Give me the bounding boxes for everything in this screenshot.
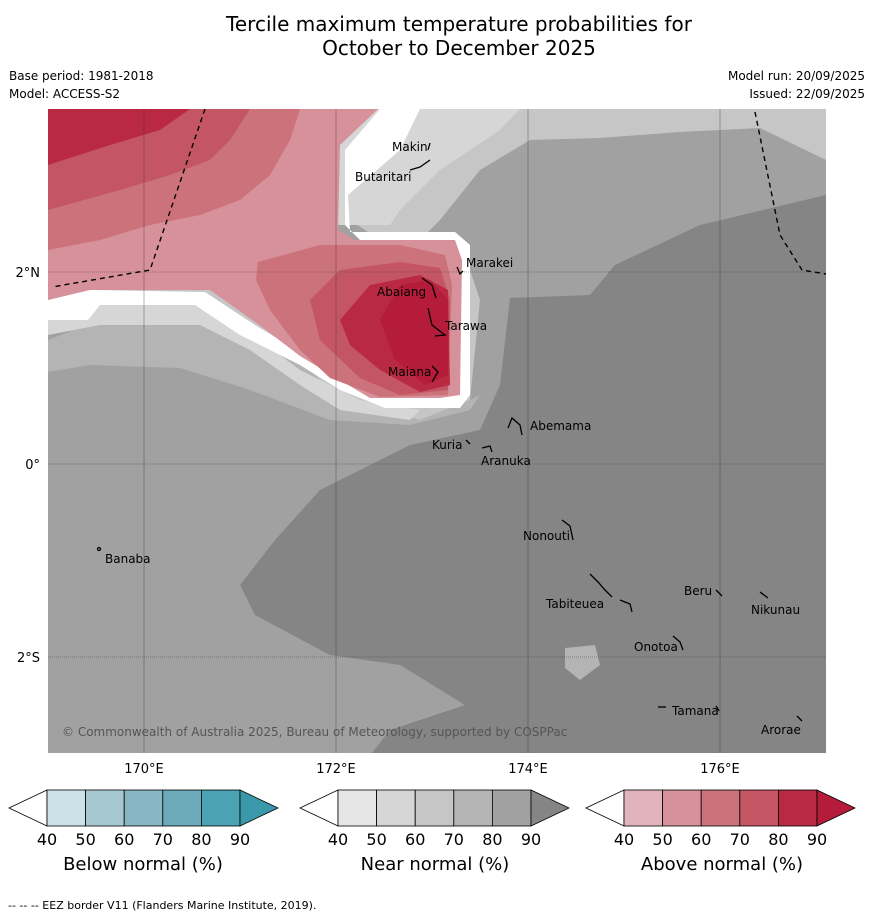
near-normal-90-region xyxy=(240,195,826,753)
place-label-tamana: Tamana xyxy=(671,704,719,718)
colorbar-tick: 90 xyxy=(230,830,250,849)
colorbar-swatch xyxy=(491,789,532,827)
colorbar-1: 40 50 60 70 80 90 xyxy=(299,789,570,849)
colorbar-swatch xyxy=(414,789,455,827)
colorbar-tick: 60 xyxy=(114,830,134,849)
colorbar-swatch xyxy=(376,789,416,827)
colorbar-tick: 70 xyxy=(444,830,464,849)
eez-footnote: -- -- -- EEZ border V11 (Flanders Marine… xyxy=(8,899,317,912)
colorbar-swatch xyxy=(85,789,125,827)
colorbar-swatch xyxy=(123,789,164,827)
place-label-tabiteuea: Tabiteuea xyxy=(545,597,604,611)
place-label-maiana: Maiana xyxy=(388,365,431,379)
place-label-nikunau: Nikunau xyxy=(751,603,800,617)
place-label-arorae: Arorae xyxy=(761,723,801,737)
model-name: Model: ACCESS-S2 xyxy=(9,87,121,101)
place-label-makin: Makin xyxy=(392,140,428,154)
colorbar-tick: 60 xyxy=(405,830,425,849)
below-normal-label: Below normal (%) xyxy=(63,854,223,875)
colorbar-tick: 40 xyxy=(328,830,348,849)
colorbar-swatch xyxy=(46,789,86,827)
above-normal-80-region xyxy=(48,109,190,165)
colorbar-tick: 50 xyxy=(652,830,672,849)
eez-border xyxy=(51,109,826,288)
colorbar-swatch xyxy=(337,789,377,827)
colorbar-swatch xyxy=(700,789,741,827)
place-label-onotoa: Onotoa xyxy=(634,640,678,654)
place-label-beru: Beru xyxy=(684,584,712,598)
run-info: Model run: 20/09/2025 Issued: 22/09/2025 xyxy=(728,67,865,103)
colorbar-tick: 70 xyxy=(153,830,173,849)
colorbar-tick: 40 xyxy=(614,830,634,849)
colorbar-lower-extension xyxy=(8,789,48,827)
islands xyxy=(96,142,803,722)
colorbar-swatch xyxy=(739,789,779,827)
issued-date: Issued: 22/09/2025 xyxy=(749,87,865,101)
near-normal-label: Near normal (%) xyxy=(360,854,510,875)
colorbar-tick: 40 xyxy=(37,830,57,849)
place-label-nonouti: Nonouti xyxy=(523,529,570,543)
model-run: Model run: 20/09/2025 xyxy=(727,69,865,83)
colorbar-tick: 90 xyxy=(807,830,827,849)
lat-tick-2s: 2°S xyxy=(17,651,40,666)
colorbars: 40 50 60 70 80 90 40 50 60 70 80 90 40 50 60 70 80 90 xyxy=(8,789,856,849)
map-title: Tercile maximum temperature probabilitie… xyxy=(0,12,873,60)
place-label-kuria: Kuria xyxy=(432,438,463,452)
colorbar-swatch xyxy=(623,789,663,827)
above-normal-label: Above normal (%) xyxy=(640,854,804,875)
colorbar-swatch xyxy=(778,789,818,827)
base-period: Base period: 1981-2018 xyxy=(9,69,154,83)
axis-labels: 170°E 172°E 174°E 176°E 2°N 0° 2°S xyxy=(16,266,740,777)
place-label-marakei: Marakei xyxy=(466,256,513,270)
place-label-tarawa: Tarawa xyxy=(444,319,487,333)
lon-tick-174e: 174°E xyxy=(508,762,548,777)
colorbar-swatch xyxy=(200,789,241,827)
colorbar-tick: 80 xyxy=(768,830,788,849)
lon-tick-170e: 170°E xyxy=(124,762,164,777)
place-labels: Makin Butaritari Marakei Abaiang Tarawa … xyxy=(105,140,801,737)
colorbar-2: 40 50 60 70 80 90 xyxy=(585,789,856,849)
lat-tick-0: 0° xyxy=(25,458,40,473)
colorbar-tick: 80 xyxy=(191,830,211,849)
place-label-abaiang: Abaiang xyxy=(377,285,426,299)
colorbar-swatch xyxy=(162,789,202,827)
place-label-banaba: Banaba xyxy=(105,552,151,566)
colorbar-tick: 60 xyxy=(691,830,711,849)
colorbar-lower-extension xyxy=(585,789,625,827)
place-label-aranuka: Aranuka xyxy=(481,454,531,468)
place-label-abemama: Abemama xyxy=(530,419,591,433)
colorbar-upper-extension xyxy=(239,789,279,827)
title-line-1: Tercile maximum temperature probabilitie… xyxy=(226,12,692,36)
colorbar-tick: 70 xyxy=(730,830,750,849)
place-label-butaritari: Butaritari xyxy=(355,170,412,184)
colorbar-0: 40 50 60 70 80 90 xyxy=(8,789,279,849)
colorbar-upper-extension xyxy=(816,789,856,827)
colorbar-lower-extension xyxy=(299,789,339,827)
model-info: Base period: 1981-2018 Model: ACCESS-S2 xyxy=(9,67,154,103)
copyright-notice: © Commonwealth of Australia 2025, Bureau… xyxy=(62,725,567,739)
colorbar-tick: 50 xyxy=(75,830,95,849)
lon-tick-176e: 176°E xyxy=(700,762,740,777)
probability-field: Makin Butaritari Marakei Abaiang Tarawa … xyxy=(48,109,826,753)
title-line-2: October to December 2025 xyxy=(322,36,596,60)
lat-tick-2n: 2°N xyxy=(16,266,41,281)
colorbar-swatch xyxy=(662,789,702,827)
graticule xyxy=(143,109,721,753)
colorbar-tick: 90 xyxy=(521,830,541,849)
colorbar-tick: 50 xyxy=(366,830,386,849)
lon-tick-172e: 172°E xyxy=(316,762,356,777)
colorbar-tick: 80 xyxy=(482,830,502,849)
colorbar-swatch xyxy=(453,789,493,827)
colorbar-upper-extension xyxy=(530,789,570,827)
